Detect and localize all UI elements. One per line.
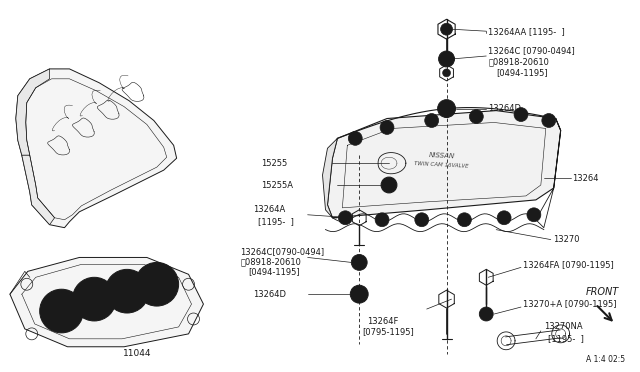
Circle shape bbox=[72, 277, 116, 321]
Text: 13264D: 13264D bbox=[488, 104, 521, 113]
Text: 13264D: 13264D bbox=[253, 290, 286, 299]
Circle shape bbox=[425, 113, 438, 128]
Text: 15255A: 15255A bbox=[260, 180, 292, 189]
Text: [0795-1195]: [0795-1195] bbox=[362, 327, 414, 336]
Text: [0494-1195]: [0494-1195] bbox=[496, 68, 548, 77]
Text: 13270: 13270 bbox=[553, 235, 579, 244]
Text: NISSAN: NISSAN bbox=[428, 151, 455, 159]
Text: [1195-  ]: [1195- ] bbox=[258, 217, 294, 226]
Circle shape bbox=[40, 289, 83, 333]
Circle shape bbox=[105, 269, 149, 313]
Text: 13264C[0790-0494]: 13264C[0790-0494] bbox=[240, 247, 324, 256]
Circle shape bbox=[514, 108, 528, 122]
Text: A 1:4 02:5: A 1:4 02:5 bbox=[586, 355, 625, 364]
Circle shape bbox=[381, 177, 397, 193]
Text: [1195-  ]: [1195- ] bbox=[548, 334, 584, 343]
Polygon shape bbox=[22, 155, 54, 225]
Circle shape bbox=[443, 69, 451, 77]
Polygon shape bbox=[16, 69, 177, 228]
Circle shape bbox=[527, 208, 541, 222]
Text: 13264C [0790-0494]: 13264C [0790-0494] bbox=[488, 46, 575, 55]
Polygon shape bbox=[328, 110, 561, 218]
Text: 13270NA: 13270NA bbox=[544, 323, 582, 331]
Text: 13264F: 13264F bbox=[367, 317, 399, 327]
Text: TWIN CAM 16VALVE: TWIN CAM 16VALVE bbox=[414, 161, 469, 169]
Circle shape bbox=[542, 113, 556, 128]
Text: 13264FA [0790-1195]: 13264FA [0790-1195] bbox=[523, 260, 614, 269]
Polygon shape bbox=[323, 138, 337, 218]
Text: 13264AA [1195-  ]: 13264AA [1195- ] bbox=[488, 27, 565, 36]
Circle shape bbox=[415, 213, 429, 227]
Text: ⓝ08918-20610: ⓝ08918-20610 bbox=[488, 57, 549, 67]
Circle shape bbox=[135, 262, 179, 306]
Circle shape bbox=[380, 121, 394, 134]
Circle shape bbox=[351, 254, 367, 270]
Text: 13264A: 13264A bbox=[253, 205, 285, 214]
Text: ⓝ08918-20610: ⓝ08918-20610 bbox=[240, 257, 301, 266]
Text: 15255: 15255 bbox=[262, 159, 288, 168]
Text: 13270+A [0790-1195]: 13270+A [0790-1195] bbox=[523, 299, 616, 309]
Circle shape bbox=[440, 23, 452, 35]
Circle shape bbox=[497, 211, 511, 225]
Circle shape bbox=[479, 307, 493, 321]
Text: 11044: 11044 bbox=[123, 349, 151, 358]
Circle shape bbox=[438, 100, 456, 118]
Circle shape bbox=[339, 211, 352, 225]
Circle shape bbox=[438, 51, 454, 67]
Circle shape bbox=[350, 285, 368, 303]
Circle shape bbox=[375, 213, 389, 227]
Circle shape bbox=[348, 131, 362, 145]
Polygon shape bbox=[16, 69, 50, 155]
Circle shape bbox=[458, 213, 472, 227]
Circle shape bbox=[469, 110, 483, 124]
Text: 13264: 13264 bbox=[573, 174, 599, 183]
Polygon shape bbox=[10, 257, 204, 347]
Text: [0494-1195]: [0494-1195] bbox=[248, 267, 300, 276]
Text: FRONT: FRONT bbox=[586, 287, 619, 297]
